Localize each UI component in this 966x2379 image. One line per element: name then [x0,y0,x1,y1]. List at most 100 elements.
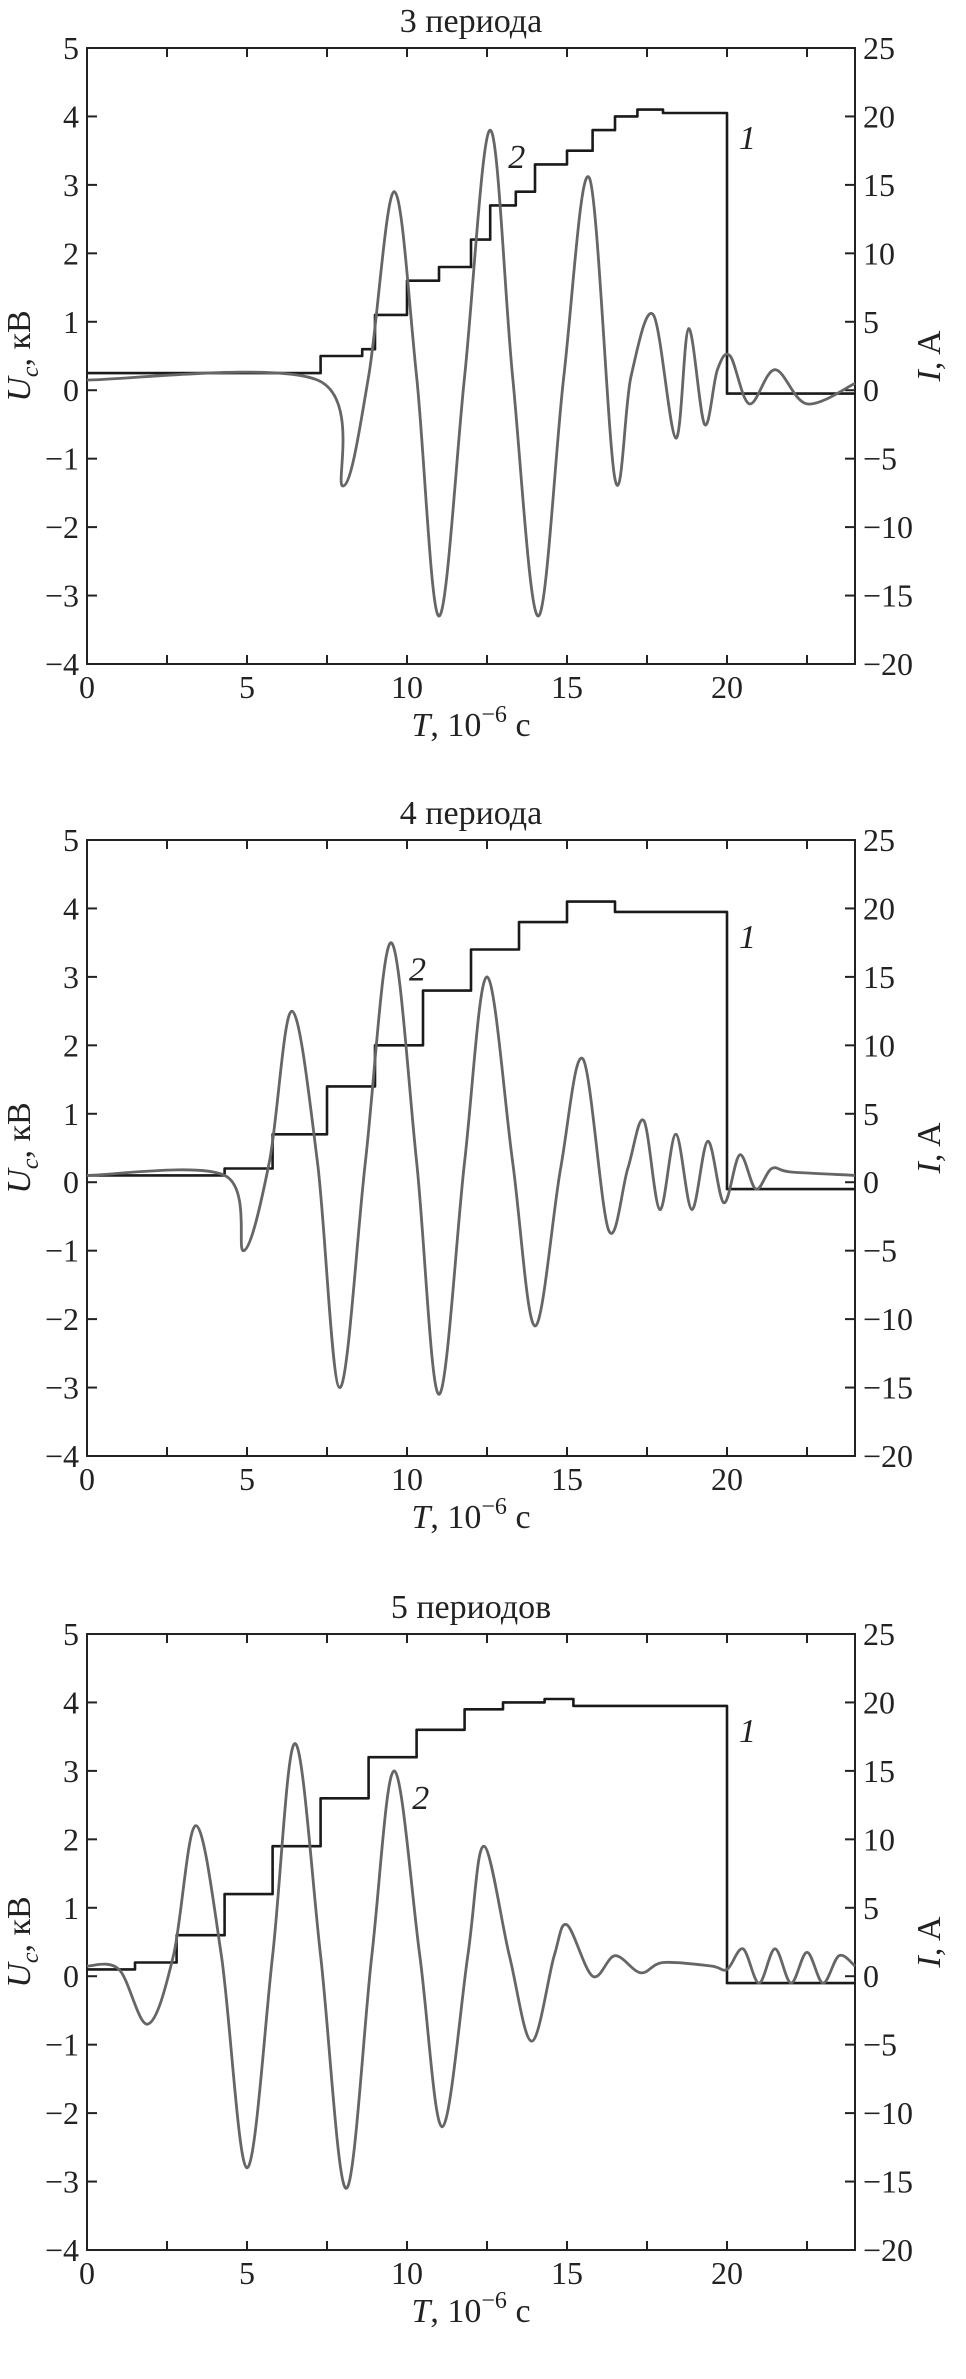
x-axis-label-exp: −6 [481,702,507,728]
y-left-tick-label: −3 [45,2164,79,2200]
x-axis-label-unit: , 10 [430,2293,481,2330]
x-axis-label-tail: с [507,1499,531,1536]
y-left-tick-label: 1 [63,304,79,340]
y-left-tick-label: 4 [63,98,79,134]
y-right-tick-label: −10 [863,509,913,545]
y-right-tick-label: 10 [863,1821,895,1857]
y-left-tick-label: 1 [63,1890,79,1926]
x-axis-label-tail: с [507,707,531,744]
y-left-tick-label: −2 [45,2095,79,2131]
y-left-tick-label: 5 [63,1616,79,1652]
y-right-tick-label: −20 [863,2232,913,2268]
y-right-tick-label: 15 [863,167,895,203]
y-right-tick-label: 15 [863,959,895,995]
y-left-axis-label: Uc, кВ [1,1102,44,1193]
series-2-line [86,128,856,618]
y-left-tick-label: −1 [45,2027,79,2063]
y-right-tick-label: −15 [863,1370,913,1406]
x-tick-label: 15 [551,2255,583,2291]
y-right-tick-label: 20 [863,1684,895,1720]
series-1-line [87,900,855,1191]
x-tick-label: 20 [711,669,743,705]
x-tick-label: 5 [239,1461,255,1497]
series-1-label: 1 [739,120,756,157]
x-tick-label: 0 [79,1461,95,1497]
x-axis-label-exp: −6 [481,2288,507,2314]
y-right-tick-label: −20 [863,1438,913,1474]
series-1-line [87,108,855,395]
y-left-tick-label: 3 [63,1753,79,1789]
x-tick-label: 20 [711,2255,743,2291]
y-right-tick-label: 0 [863,372,879,408]
y-right-tick-label: 20 [863,890,895,926]
x-axis-label-var: T [411,2293,432,2330]
y-right-tick-label: 15 [863,1753,895,1789]
y-left-tick-label: 3 [63,959,79,995]
y-right-tick-label: 0 [863,1958,879,1994]
series-1-label: 1 [739,1713,756,1750]
y-left-axis-label-sub: c [18,1952,44,1963]
x-axis-label-tail: с [507,2293,531,2330]
y-left-tick-label: 0 [63,1164,79,1200]
y-left-tick-label: −4 [45,2232,79,2268]
series-2-line [86,1742,856,2190]
x-axis-label-var: T [411,707,432,744]
chart-title: 3 периода [400,3,542,40]
y-left-tick-label: 0 [63,1958,79,1994]
x-tick-label: 15 [551,1461,583,1497]
y-left-tick-label: 5 [63,822,79,858]
x-tick-label: 10 [391,2255,423,2291]
y-left-tick-label: −3 [45,578,79,614]
y-left-axis-label-var: U [1,1167,38,1194]
x-axis-label: T, 10−6 с [411,2288,530,2330]
y-left-tick-label: 4 [63,890,79,926]
x-tick-label: 0 [79,669,95,705]
x-axis-label-exp: −6 [481,1494,507,1520]
y-right-tick-label: 5 [863,1096,879,1132]
y-left-tick-label: 4 [63,1684,79,1720]
y-right-axis-label: I, A [911,330,948,382]
y-left-tick-label: 2 [63,1821,79,1857]
y-left-axis-label-sub: c [18,1158,44,1169]
y-right-axis-label-tail: , A [911,330,948,370]
x-tick-label: 20 [711,1461,743,1497]
y-right-axis-label: I, A [911,1122,948,1174]
series-1-label: 1 [739,919,756,956]
y-left-tick-label: 1 [63,1096,79,1132]
series-2-line [86,941,856,1396]
y-left-tick-label: −4 [45,646,79,682]
y-left-axis-label-tail: , кВ [1,1896,38,1952]
y-right-tick-label: −5 [863,441,897,477]
y-right-tick-label: 20 [863,98,895,134]
x-tick-label: 10 [391,669,423,705]
x-tick-label: 10 [391,1461,423,1497]
y-left-tick-label: 2 [63,1027,79,1063]
y-left-tick-label: −1 [45,1233,79,1269]
y-left-tick-label: −3 [45,1370,79,1406]
x-axis-label-var: T [411,1499,432,1536]
y-right-tick-label: 10 [863,1027,895,1063]
chart-title: 5 периодов [391,1589,551,1626]
y-left-tick-label: −2 [45,509,79,545]
y-right-tick-label: 10 [863,235,895,271]
y-right-axis-label-tail: , A [911,1916,948,1956]
series-2-label: 2 [508,139,525,176]
y-right-axis-label: I, A [911,1916,948,1968]
series-2-label: 2 [409,952,426,989]
x-axis-label: T, 10−6 с [411,1494,530,1536]
y-right-axis-label-var: I [911,1955,948,1969]
y-left-tick-label: 2 [63,235,79,271]
y-left-axis-label-tail: , кВ [1,1102,38,1158]
y-left-axis-label-var: U [1,1961,38,1988]
plot-frame [86,47,856,665]
x-axis-label: T, 10−6 с [411,702,530,744]
x-tick-label: 0 [79,2255,95,2291]
chart-title: 4 периода [400,795,542,832]
x-tick-label: 15 [551,669,583,705]
y-right-tick-label: −10 [863,2095,913,2131]
series-2-label: 2 [412,1780,429,1817]
